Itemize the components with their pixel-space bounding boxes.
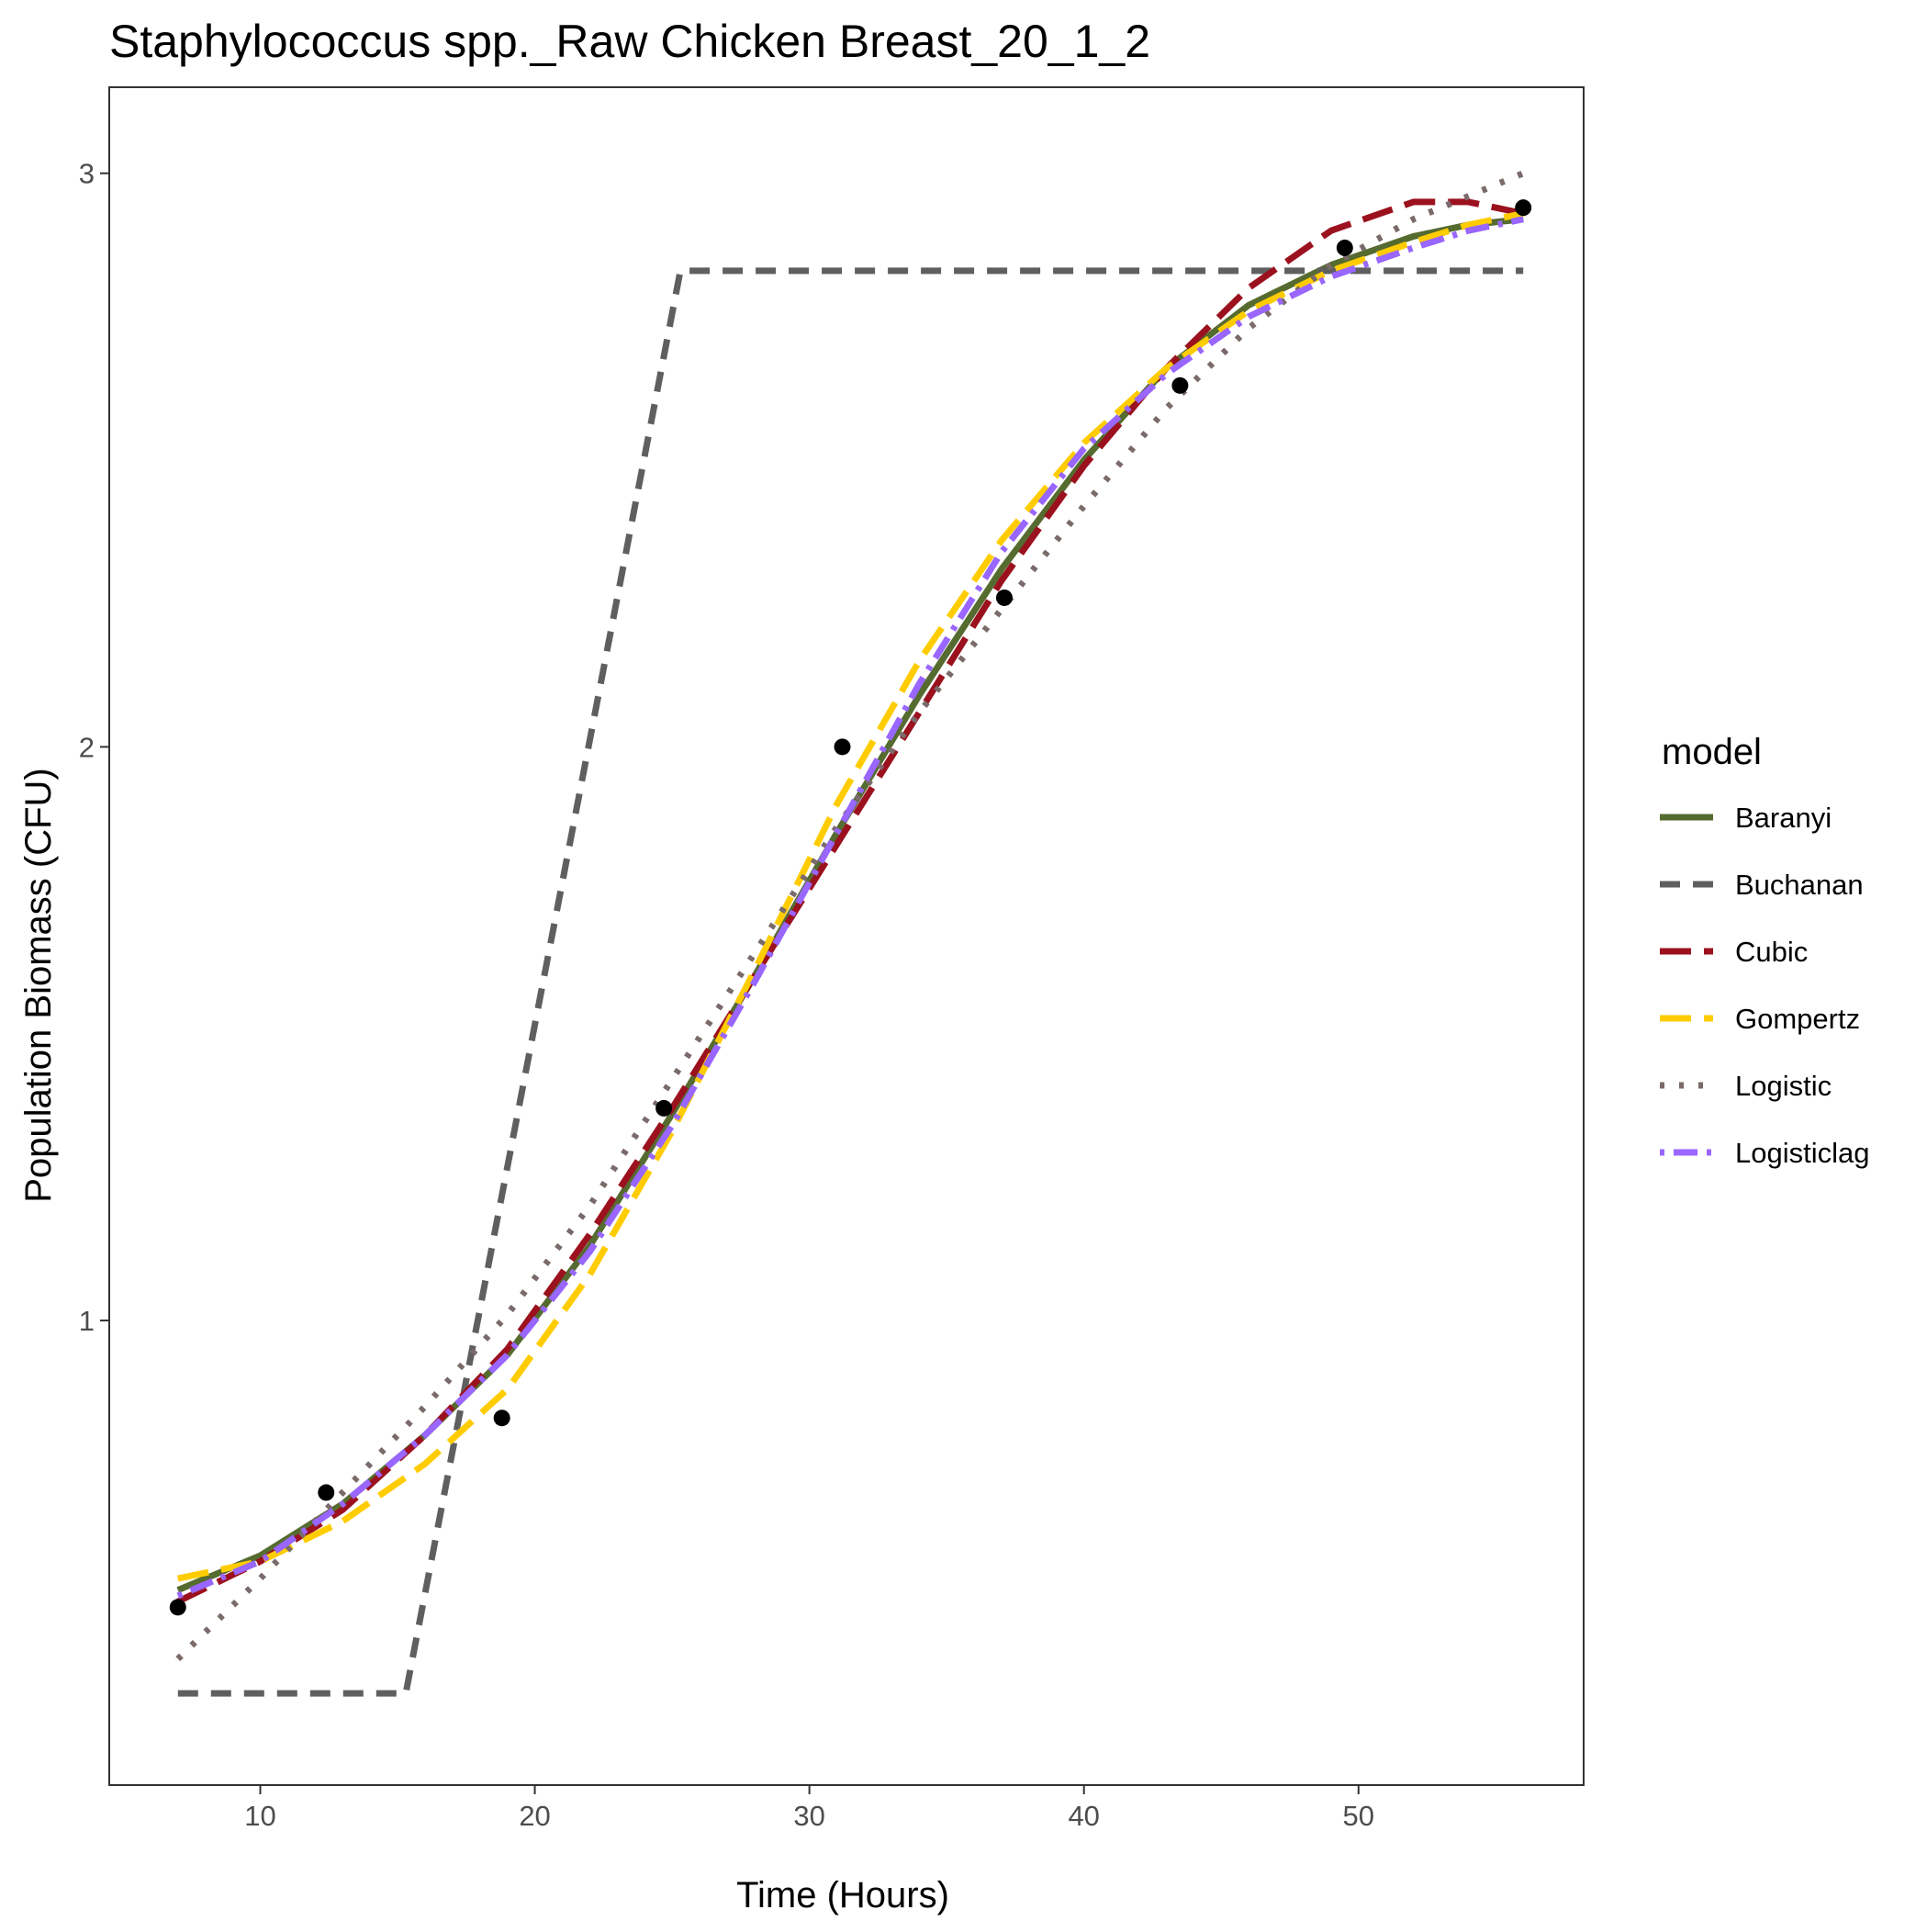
legend: model Baranyi Buchanan Cubic Gompertz Logist… bbox=[1660, 732, 1869, 1169]
data-point bbox=[318, 1484, 335, 1501]
data-point bbox=[493, 1410, 510, 1427]
data-point bbox=[995, 589, 1013, 606]
series-line-logisticlag bbox=[176, 216, 1524, 1600]
y-tick-label: 1 bbox=[79, 1305, 95, 1337]
y-axis-title: Population Biomass (CFU) bbox=[18, 768, 59, 1203]
series-line-gompertz bbox=[177, 209, 1524, 1582]
data-point bbox=[834, 738, 851, 756]
y-axis: 1 2 3 bbox=[79, 158, 109, 1337]
x-tick-label: 50 bbox=[1343, 1800, 1374, 1832]
data-point bbox=[655, 1099, 673, 1117]
x-tick-label: 20 bbox=[519, 1800, 550, 1832]
legend-label: Baranyi bbox=[1735, 802, 1832, 834]
data-point bbox=[1336, 239, 1353, 256]
x-axis: 10 20 30 40 50 bbox=[244, 1785, 1374, 1832]
series-line-logistic bbox=[175, 170, 1525, 1662]
legend-item-baranyi: Baranyi bbox=[1660, 802, 1832, 834]
y-tick-label: 2 bbox=[79, 731, 95, 763]
observed-points bbox=[169, 199, 1532, 1616]
data-point bbox=[169, 1599, 186, 1616]
legend-label: Cubic bbox=[1735, 936, 1808, 968]
chart-title: Staphylococcus spp._Raw Chicken Breast_2… bbox=[109, 16, 1150, 67]
legend-item-buchanan: Buchanan bbox=[1660, 869, 1864, 901]
x-tick-label: 10 bbox=[244, 1800, 275, 1832]
legend-label: Logistic bbox=[1735, 1070, 1832, 1102]
x-tick-label: 30 bbox=[793, 1800, 824, 1832]
legend-item-gompertz: Gompertz bbox=[1660, 1003, 1860, 1035]
series-line-cubic bbox=[176, 198, 1524, 1605]
y-tick-label: 3 bbox=[79, 158, 95, 190]
x-tick-label: 40 bbox=[1068, 1800, 1099, 1832]
series-line-buchanan bbox=[177, 267, 1524, 1697]
legend-label: Buchanan bbox=[1735, 869, 1864, 901]
series-lines bbox=[175, 170, 1525, 1697]
panel-border bbox=[108, 86, 1585, 1786]
legend-item-logisticlag: Logisticlag bbox=[1660, 1137, 1869, 1169]
plot-panel bbox=[108, 86, 1585, 1786]
legend-label: Logisticlag bbox=[1735, 1137, 1869, 1169]
legend-item-logistic: Logistic bbox=[1660, 1070, 1832, 1102]
data-point bbox=[1515, 199, 1532, 217]
legend-item-cubic: Cubic bbox=[1660, 936, 1808, 968]
legend-label: Gompertz bbox=[1735, 1003, 1860, 1035]
legend-title: model bbox=[1662, 732, 1762, 772]
x-axis-title: Time (Hours) bbox=[736, 1875, 949, 1915]
data-point bbox=[1171, 376, 1189, 394]
